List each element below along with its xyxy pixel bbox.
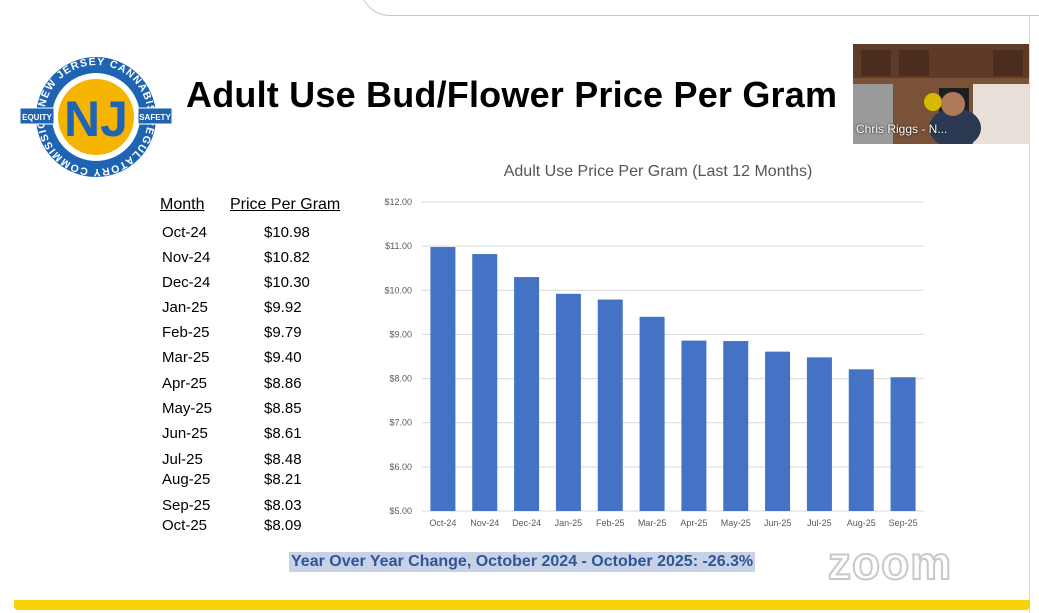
table-header-price: Price Per Gram (230, 196, 341, 213)
x-tick-label: Jan-25 (555, 518, 583, 528)
bar-feb-25 (597, 299, 623, 511)
table-cell-month: Nov-24 (162, 249, 211, 266)
table-cell-price: $8.85 (264, 400, 302, 417)
bar-may-25 (723, 341, 749, 511)
bar-nov-24 (472, 254, 498, 511)
table-header-month: Month (160, 196, 205, 213)
participant-name: Chris Riggs - N... (856, 122, 948, 136)
table-cell-price: $8.61 (264, 425, 302, 442)
webcam-tile[interactable]: Chris Riggs - N... (853, 44, 1029, 144)
x-tick-label: Nov-24 (470, 518, 499, 528)
logo-center-text: NJ (64, 91, 128, 147)
table-cell-price: $8.86 (264, 375, 302, 392)
bottom-accent-bar (14, 600, 1030, 610)
y-tick-label: $12.00 (384, 197, 412, 207)
logo-badge-safety: SAFETY (139, 113, 171, 122)
ncrc-logo: NEW JERSEY CANNABIS REGULATORY COMMISSIO… (18, 52, 173, 178)
price-bar-chart: $5.00 $6.00 $7.00 $8.00 $9.00 $10.00 $11.00 $12… (384, 197, 924, 528)
x-tick-label: Oct-24 (429, 518, 456, 528)
table-cell-month: Aug-25 (162, 471, 211, 488)
y-tick-label: $5.00 (389, 506, 412, 516)
table-cell-price: $10.30 (264, 274, 310, 291)
page-title: Adult Use Bud/Flower Price Per Gram (186, 74, 838, 115)
x-tick-label: Apr-25 (680, 518, 707, 528)
table-cell-price: $8.48 (264, 451, 302, 468)
table-cell-month: Dec-24 (162, 274, 211, 291)
table-cell-price: $9.40 (264, 349, 302, 366)
y-tick-label: $10.00 (384, 285, 412, 295)
table-cell-price: $8.09 (264, 517, 302, 534)
y-tick-label: $8.00 (389, 374, 412, 384)
yoy-change-text: Year Over Year Change, October 2024 - Oc… (289, 552, 756, 572)
y-tick-label: $11.00 (385, 241, 412, 251)
table-cell-month: Feb-25 (162, 324, 210, 341)
bar-dec-24 (514, 277, 540, 511)
zoom-watermark: zoom (827, 536, 953, 590)
table-cell-month: Mar-25 (162, 349, 210, 366)
x-tick-label: Sep-25 (889, 518, 918, 528)
y-tick-label: $9.00 (389, 329, 412, 339)
table-cell-month: Jan-25 (162, 299, 208, 316)
webcam-video (853, 44, 1029, 144)
table-cell-price: $10.82 (264, 249, 310, 266)
bar-jun-25 (765, 351, 791, 511)
bar-jul-25 (806, 357, 832, 511)
y-tick-label: $7.00 (389, 418, 412, 428)
table-cell-month: Sep-25 (162, 497, 211, 514)
chart-title: Adult Use Price Per Gram (Last 12 Months… (503, 163, 813, 180)
bar-jan-25 (555, 293, 581, 511)
bar-oct-24 (430, 247, 456, 512)
x-tick-label: Aug-25 (847, 518, 876, 528)
top-tab-decoration (360, 0, 1039, 16)
table-cell-price: $10.98 (264, 224, 310, 241)
table-cell-month: Jun-25 (162, 425, 208, 442)
table-cell-month: Apr-25 (162, 375, 208, 392)
x-tick-label: May-25 (721, 518, 751, 528)
table-cell-price: $8.21 (264, 471, 302, 488)
table-cell-price: $9.79 (264, 324, 302, 341)
y-tick-label: $6.00 (389, 462, 412, 472)
x-tick-label: Mar-25 (638, 518, 667, 528)
bar-sep-25 (890, 377, 916, 511)
table-cell-month: May-25 (162, 400, 213, 417)
x-tick-label: Jul-25 (807, 518, 832, 528)
table-cell-price: $9.92 (264, 299, 302, 316)
bar-mar-25 (639, 316, 665, 511)
x-tick-label: Dec-24 (512, 518, 541, 528)
bar-aug-25 (848, 369, 874, 511)
x-tick-label: Feb-25 (596, 518, 625, 528)
table-cell-month: Oct-25 (162, 517, 208, 534)
table-cell-month: Jul-25 (162, 451, 203, 468)
table-cell-price: $8.03 (264, 497, 302, 514)
table-cell-month: Oct-24 (162, 224, 208, 241)
logo-badge-equity: EQUITY (22, 113, 52, 122)
bar-apr-25 (681, 340, 707, 511)
x-tick-label: Jun-25 (764, 518, 792, 528)
